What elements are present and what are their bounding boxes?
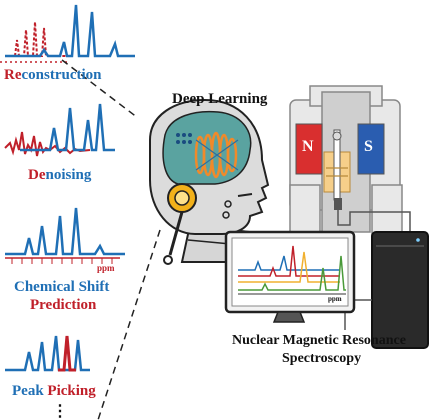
chemical-shift-label-line2: Prediction xyxy=(30,297,97,313)
reconstruction-spectrum xyxy=(0,4,135,63)
chemical-shift-label-line1: Chemical Shift xyxy=(14,279,110,295)
dashed-connector-top xyxy=(61,59,139,119)
peak-picking-label: Peak Picking xyxy=(12,384,96,399)
reconstruction-label-rest: construction xyxy=(21,67,102,83)
robot-head-illustration xyxy=(149,98,270,265)
peak-picking-label-part1: Peak xyxy=(12,383,48,399)
ellipsis-marker: ⋮ xyxy=(52,403,68,420)
nmr-caption-line2: Spectroscopy xyxy=(282,351,362,366)
nmr-caption-line1: Nuclear Magnetic Resonance xyxy=(232,333,406,348)
monitor-illustration xyxy=(224,230,356,323)
deep-learning-title: Deep Learning xyxy=(172,91,268,107)
peak-picking-spectrum xyxy=(5,335,90,372)
dashed-connector-bottom xyxy=(97,229,161,420)
chemical-shift-spectrum xyxy=(5,207,125,264)
denoising-label-part1: De xyxy=(28,167,46,183)
magnet-label-n: N xyxy=(302,138,314,155)
magnet-label-s: S xyxy=(364,138,373,155)
peak-picking-label-part2: Picking xyxy=(47,383,96,399)
computer-tower-illustration xyxy=(344,231,429,349)
monitor-axis-unit: ppm xyxy=(328,295,342,303)
nmr-magnet-illustration xyxy=(289,85,411,246)
denoising-label: Denoising xyxy=(28,168,91,183)
chemical-shift-axis-unit: ppm xyxy=(97,263,115,273)
reconstruction-label-accent: Re xyxy=(4,67,22,83)
reconstruction-label: Reconstruction xyxy=(4,68,102,83)
denoising-spectrum xyxy=(4,103,115,157)
denoising-label-part2: noising xyxy=(45,167,92,183)
